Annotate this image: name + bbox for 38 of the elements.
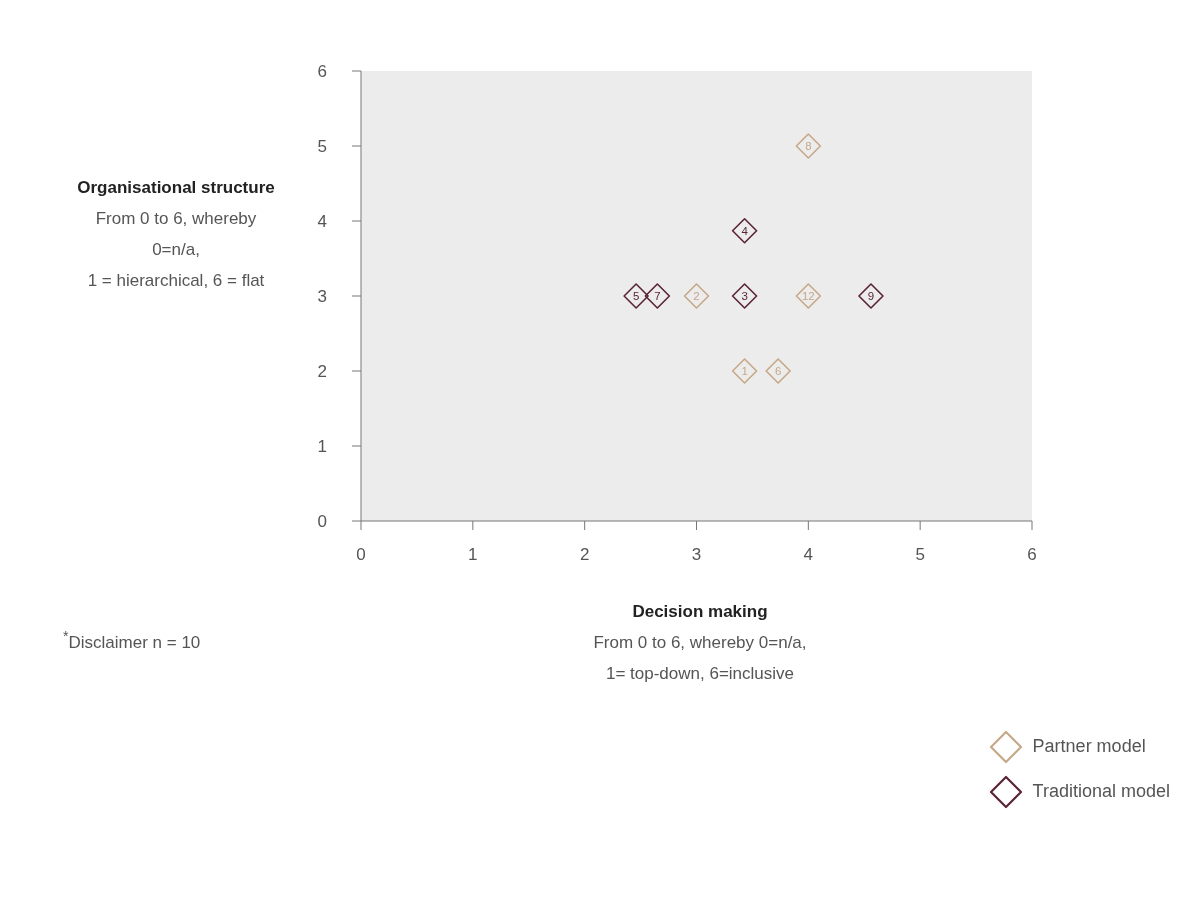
x-tick-label: 1 <box>468 545 478 565</box>
annotation: 5 <box>632 290 640 303</box>
point <box>858 283 884 309</box>
annotation: 12 <box>801 290 815 303</box>
x-tick-label: 3 <box>691 545 702 565</box>
y-tick-label: 5 <box>317 137 327 157</box>
point <box>623 283 649 309</box>
x-tick-label: 0 <box>356 545 366 565</box>
annotation: 8 <box>805 140 812 153</box>
annotation: 2 <box>693 290 700 303</box>
annotation: 4 <box>741 224 749 237</box>
y-tick-label: 1 <box>317 437 327 457</box>
y-tick-label: 4 <box>317 212 327 232</box>
x-tick-label: 6 <box>1027 545 1037 565</box>
text: $^{*}$Disclaimer n = 10 <box>63 628 201 653</box>
y-tick-label: 2 <box>317 362 327 382</box>
annotation: 9 <box>867 290 875 303</box>
x-tick-label: 2 <box>579 545 590 565</box>
y-tick-label: 0 <box>317 512 327 532</box>
point <box>765 358 791 384</box>
x-axis-title: Decision making From 0 to 6, whereby 0=n/a, 1= top-down, 6=inclusive <box>592 601 808 685</box>
point <box>795 133 822 159</box>
point <box>731 358 758 384</box>
x-tick-label: 5 <box>915 545 925 565</box>
annotation: 3 <box>741 290 748 303</box>
point <box>731 217 758 244</box>
y-tick-label: 3 <box>317 287 327 307</box>
y-tick-label: 6 <box>317 62 327 82</box>
x-tick-label: 4 <box>803 545 814 565</box>
point <box>644 283 671 309</box>
legend-label: Traditional model <box>1032 781 1170 802</box>
annotation: 1 <box>741 365 748 378</box>
legend-label: Partner model <box>1032 736 1146 757</box>
annotation: 7 <box>654 290 661 303</box>
point <box>683 283 710 309</box>
point <box>731 283 758 309</box>
annotation: 6 <box>774 365 782 378</box>
y-axis-title: Organisational structure From 0 to 6, whereby 0=n/a, 1 = hierarchical, 6 = flat <box>76 177 276 292</box>
